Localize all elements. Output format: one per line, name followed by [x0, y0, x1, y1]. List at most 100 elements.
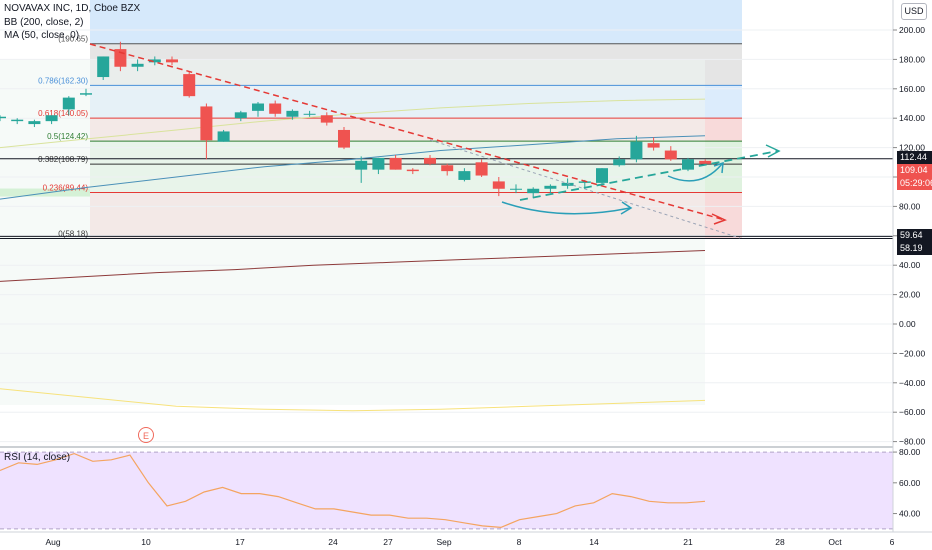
y-tick-label: −80.00: [899, 437, 926, 447]
candle-up: [630, 141, 643, 160]
legend-rsi: RSI (14, close): [4, 452, 71, 463]
bb-basis-line: [0, 135, 706, 200]
candle-up: [0, 116, 6, 119]
y-tick-label: 20.00: [899, 290, 921, 300]
bb-upper-line: [0, 98, 706, 149]
candle-up: [45, 115, 58, 122]
rsi-tick-label: 40.00: [899, 509, 921, 519]
y-tick-label: 0.00: [899, 319, 916, 329]
x-tick-label: 21: [683, 537, 693, 547]
trendline-green-arrow: [765, 144, 781, 158]
candle-up: [80, 93, 92, 95]
fib-ext-band: [0, 188, 90, 197]
price-tag-last: 109.04: [897, 164, 932, 177]
legend-ma: MA (50, close, 0): [4, 30, 80, 41]
candle-down: [269, 103, 282, 114]
y-tick-label: 160.00: [899, 84, 925, 94]
candle-up: [527, 188, 540, 194]
fib-label: 0.618(140.05): [38, 109, 88, 118]
candle-up: [458, 171, 471, 180]
price-tag-58: 58.19: [897, 242, 932, 255]
rsi-band: [0, 452, 893, 529]
price-tag-59: 59.64: [897, 229, 932, 242]
x-tick-label: 6: [890, 537, 895, 547]
trendline-green: [519, 150, 779, 201]
candle-down: [183, 74, 196, 97]
fib-label: 0.236(89.44): [43, 184, 89, 193]
candle-up: [596, 168, 608, 183]
ma50-line: [0, 250, 706, 282]
candle-down: [320, 115, 333, 123]
y-tick-label: −40.00: [899, 378, 926, 388]
rsi-tick-label: 80.00: [899, 447, 921, 457]
fib-label: 0.382(108.79): [38, 155, 88, 164]
y-tick-label: 40.00: [899, 260, 921, 270]
y-tick-label: 80.00: [899, 201, 921, 211]
candle-down: [441, 165, 454, 172]
candle-down: [166, 59, 178, 63]
legend-symbol: NOVAVAX INC, 1D, Cboe BZX: [4, 3, 141, 14]
trendline-grey: [429, 139, 741, 239]
earnings-marker[interactable]: E: [138, 427, 154, 443]
candle-down: [475, 162, 488, 176]
candle-down: [647, 143, 660, 148]
fib-label: 0(58.18): [58, 229, 88, 238]
x-tick-label: 17: [235, 537, 245, 547]
x-tick-label: 8: [517, 537, 522, 547]
y-tick-label: 140.00: [899, 113, 925, 123]
candle-up: [561, 182, 574, 186]
x-tick-label: 24: [328, 537, 338, 547]
candle-down: [406, 169, 419, 172]
fib-label: (190.65): [58, 35, 88, 44]
x-tick-label: 14: [589, 537, 599, 547]
y-tick-label: −60.00: [899, 407, 926, 417]
candle-down: [389, 157, 402, 170]
candle-up: [510, 188, 522, 190]
candle-up: [217, 131, 230, 142]
candle-down: [200, 106, 213, 141]
y-tick-label: 180.00: [899, 54, 925, 64]
candle-up: [252, 103, 264, 111]
candle-up: [28, 121, 41, 125]
candle-up: [372, 157, 385, 170]
arrow-head-1: [620, 201, 633, 215]
fib-zone-top: [90, 0, 742, 44]
y-tick-label: −20.00: [899, 348, 926, 358]
price-tag-112: 112.44: [897, 151, 932, 164]
candle-up: [97, 56, 110, 78]
rsi-tick-label: 60.00: [899, 478, 921, 488]
x-tick-label: 27: [383, 537, 393, 547]
candle-up: [682, 159, 694, 170]
candle-up: [578, 181, 591, 183]
candle-down: [424, 157, 436, 164]
candle-up: [11, 119, 24, 122]
y-tick-label: 120.00: [899, 143, 925, 153]
candle-down: [664, 150, 677, 160]
x-tick-label: 10: [141, 537, 151, 547]
fib-label: 0.786(162.30): [38, 76, 88, 85]
candle-up: [286, 110, 299, 117]
rsi-line: [0, 452, 706, 529]
candle-up: [62, 97, 75, 110]
x-tick-label: Sep: [436, 537, 451, 547]
candle-down: [492, 181, 505, 189]
x-tick-label: Oct: [828, 537, 842, 547]
candle-up: [544, 185, 557, 189]
candle-up: [613, 159, 626, 166]
currency-button[interactable]: USD: [901, 3, 927, 20]
x-tick-label: 28: [775, 537, 785, 547]
arrow-curve-2: [667, 163, 723, 182]
price-tag-countdown: 05:29:06: [897, 177, 932, 190]
candle-down: [338, 129, 350, 148]
candle-up: [131, 63, 144, 67]
y-tick-label: 200.00: [899, 25, 925, 35]
bb-lower-line: [0, 388, 706, 412]
arrow-head-2: [713, 161, 724, 174]
x-tick-label: Aug: [45, 537, 60, 547]
fib-label: 0.5(124.42): [47, 132, 88, 141]
candle-up: [234, 112, 247, 119]
arrow-curve-1: [501, 201, 631, 215]
candle-up: [355, 160, 368, 170]
legend-bb: BB (200, close, 2): [4, 17, 84, 28]
